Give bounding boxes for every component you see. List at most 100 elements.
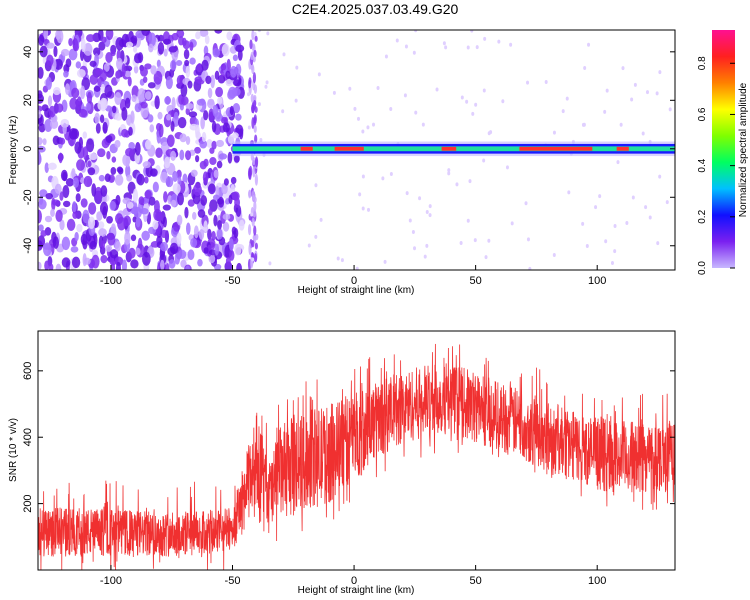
spectrogram-noise-cell [80, 198, 88, 208]
spectrogram-noise-cell [148, 43, 154, 53]
spectrogram-faint-cell [594, 205, 598, 210]
spectrogram-noise-cell [171, 97, 176, 111]
spectrogram-noise-cell [180, 259, 187, 268]
spectrogram-streak-cell [252, 157, 256, 166]
spectrogram-faint-cell [468, 179, 472, 184]
spectrogram-faint-cell [625, 221, 629, 226]
spectrogram-noise-cell [157, 111, 163, 120]
spectrogram-noise-cell [131, 94, 137, 103]
spectrogram-faint-cell [389, 106, 393, 111]
spectrogram-noise-cell [71, 87, 80, 99]
spectrogram-faint-cell [465, 99, 469, 104]
spectrogram-faint-cell [336, 256, 340, 261]
spectrogram-noise-cell [185, 102, 194, 110]
spectrogram-noise-cell [229, 105, 234, 116]
spectrogram-noise-cell [46, 54, 54, 67]
spectrogram-noise-cell [44, 162, 49, 174]
spectrogram-faint-cell [497, 39, 501, 44]
spectrogram-noise-cell [76, 159, 86, 171]
spectrogram-faint-cell [552, 130, 556, 135]
spectrogram-faint-cell [340, 258, 344, 263]
spectrogram-noise-cell [130, 35, 138, 44]
spectrogram-noise-cell [187, 199, 195, 207]
spectrogram-noise-cell [213, 214, 218, 227]
spectrogram-faint-cell [447, 168, 451, 173]
colorbar-tick-label: 0.8 [697, 56, 708, 70]
carrier-peak [441, 146, 457, 151]
spectrogram-faint-cell [613, 249, 617, 254]
spectrogram-noise-cell [109, 200, 117, 211]
spectrogram-noise-cell [238, 219, 245, 231]
spectrogram-noise-cell [152, 220, 159, 230]
spectrogram-noise-cell [162, 216, 167, 228]
spectrogram-noise-cell [60, 169, 68, 182]
spectrogram-noise-cell [101, 196, 107, 204]
spectrogram-faint-cell [412, 50, 416, 55]
snr-x-tick-label: -100 [100, 575, 122, 587]
snr-axes: -100 -50 0 50 100 200 400 600 [22, 362, 675, 587]
spectrogram-noise-cell [115, 213, 124, 225]
spectrogram-noise-cell [140, 67, 148, 77]
spectrogram-noise-cell [221, 184, 228, 195]
spectrogram-faint-cell [505, 165, 509, 170]
spectrogram-noise-cell [38, 235, 46, 248]
spectrogram-faint-cell [268, 261, 272, 266]
spectrogram-noise-cell [225, 70, 231, 79]
spectrogram-noise-cell [86, 91, 93, 105]
spectrogram-noise-cell [101, 36, 107, 43]
spectrogram-noise-cell [63, 70, 69, 78]
spectrogram-noise-cell [42, 243, 51, 250]
spectrogram-noise-cell [55, 263, 62, 270]
spectrogram-noise-cell [165, 176, 174, 188]
spectrogram-noise-cell [217, 96, 223, 105]
spectrogram-noise-cell [160, 241, 169, 252]
spectrogram-faint-cell [598, 194, 602, 199]
spectrogram-noise-cell [60, 48, 70, 57]
spectrogram-noise-cell [54, 183, 62, 195]
spectrogram-noise-cell [47, 162, 57, 170]
spectrogram-faint-cell [356, 116, 360, 121]
spectrogram-faint-cell [408, 218, 412, 223]
spectrogram-noise-cell [192, 211, 197, 220]
spectrogram-y-tick-label: -20 [22, 189, 34, 205]
spectrogram-noise-cell [187, 80, 193, 89]
spectrogram-noise-cell [71, 256, 81, 269]
spectrogram-noise-cell [117, 167, 124, 175]
spectrogram-noise-cell [141, 251, 151, 266]
spectrogram-faint-cell [247, 92, 251, 97]
spectrogram-noise-cell [114, 139, 121, 148]
spectrogram-noise-cell [100, 185, 108, 197]
spectrogram-noise-cell [134, 141, 141, 156]
spectrogram-faint-cell [332, 90, 336, 95]
spectrogram-noise-cell [115, 261, 121, 270]
spectrogram-faint-cell [561, 109, 565, 114]
snr-frame [37, 330, 676, 571]
spectrogram-noise-cell [97, 221, 105, 230]
spectrogram-noise-cell [75, 61, 82, 69]
spectrogram-noise-cell [142, 161, 151, 169]
spectrogram-faint-cell [414, 110, 418, 115]
spectrogram-streak-cell [251, 30, 255, 41]
spectrogram-faint-cell [257, 102, 261, 107]
spectrogram-noise-cell [164, 156, 171, 169]
spectrogram-noise-cell [184, 59, 190, 67]
spectrogram-noise-cell [115, 70, 121, 79]
spectrogram-noise-cell [65, 58, 72, 68]
spectrogram-noise-cell [157, 34, 165, 42]
spectrogram-noise-cell [121, 259, 128, 270]
spectrogram-faint-cell [411, 229, 415, 234]
spectrogram-noise-cell [234, 243, 242, 256]
spectrogram-faint-cell [633, 82, 637, 87]
spectrogram-noise-cell [170, 120, 175, 132]
spectrogram-noise-cell [121, 128, 129, 138]
snr-y-tick-label: 600 [22, 362, 34, 380]
spectrogram-noise-cell [158, 123, 164, 138]
spectrogram-noise-cell [116, 57, 123, 70]
spectrogram-noise-cell [107, 232, 116, 246]
spectrogram-faint-cell [259, 137, 263, 142]
spectrogram-noise-cell [66, 218, 76, 231]
spectrogram-noise-cell [82, 209, 90, 224]
colorbar-tick-label: 0.4 [697, 158, 708, 172]
spectrogram-noise-cell [44, 260, 50, 270]
spectrogram-noise-cell [157, 41, 165, 55]
